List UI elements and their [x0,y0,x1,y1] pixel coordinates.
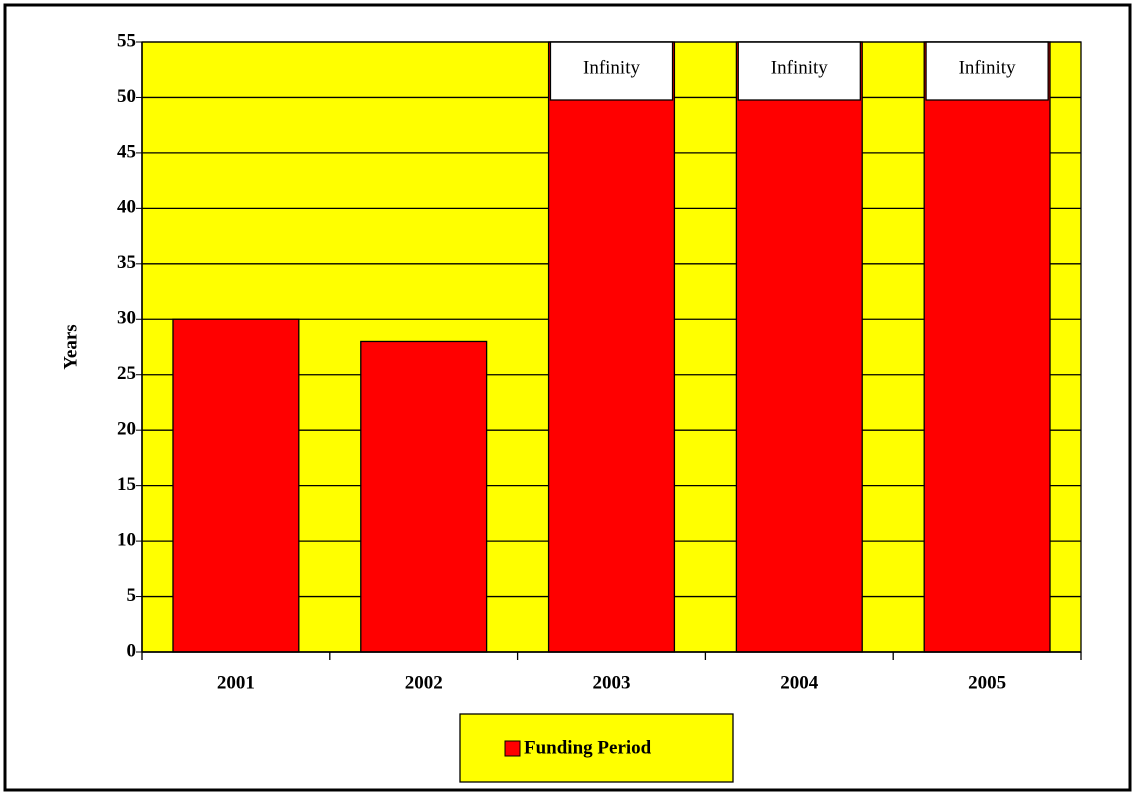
y-tick-label: 50 [117,86,136,107]
y-tick-label: 20 [117,419,136,440]
bar [360,340,488,653]
bar [172,318,300,653]
y-tick-label: 25 [117,363,136,384]
bar [735,41,863,653]
value-label-box [737,41,861,101]
x-tick-label: 2003 [593,672,631,693]
x-tick-label: 2002 [405,672,443,693]
bar [547,41,676,653]
y-tick-label: 40 [117,197,136,218]
value-label: Infinity [771,57,828,78]
bar [923,41,1051,653]
y-tick-label: 55 [117,30,136,51]
value-label: Infinity [959,57,1016,78]
value-label-box [549,41,674,101]
y-tick-label: 10 [117,529,136,550]
legend-swatch [504,740,521,757]
y-axis-label: Years [60,324,81,369]
x-tick-label: 2005 [968,672,1006,693]
y-tick-label: 45 [117,141,136,162]
y-tick-label: 35 [117,252,136,273]
value-label-box [925,41,1049,101]
x-tick-label: 2001 [217,672,255,693]
x-tick-label: 2004 [780,672,819,693]
value-label: Infinity [583,57,640,78]
y-tick-label: 30 [117,308,136,329]
legend-label: Funding Period [524,737,652,758]
y-tick-label: 15 [117,474,136,495]
plot-border [141,41,1082,653]
y-tick-label: 0 [127,640,137,661]
y-tick-label: 5 [127,585,137,606]
